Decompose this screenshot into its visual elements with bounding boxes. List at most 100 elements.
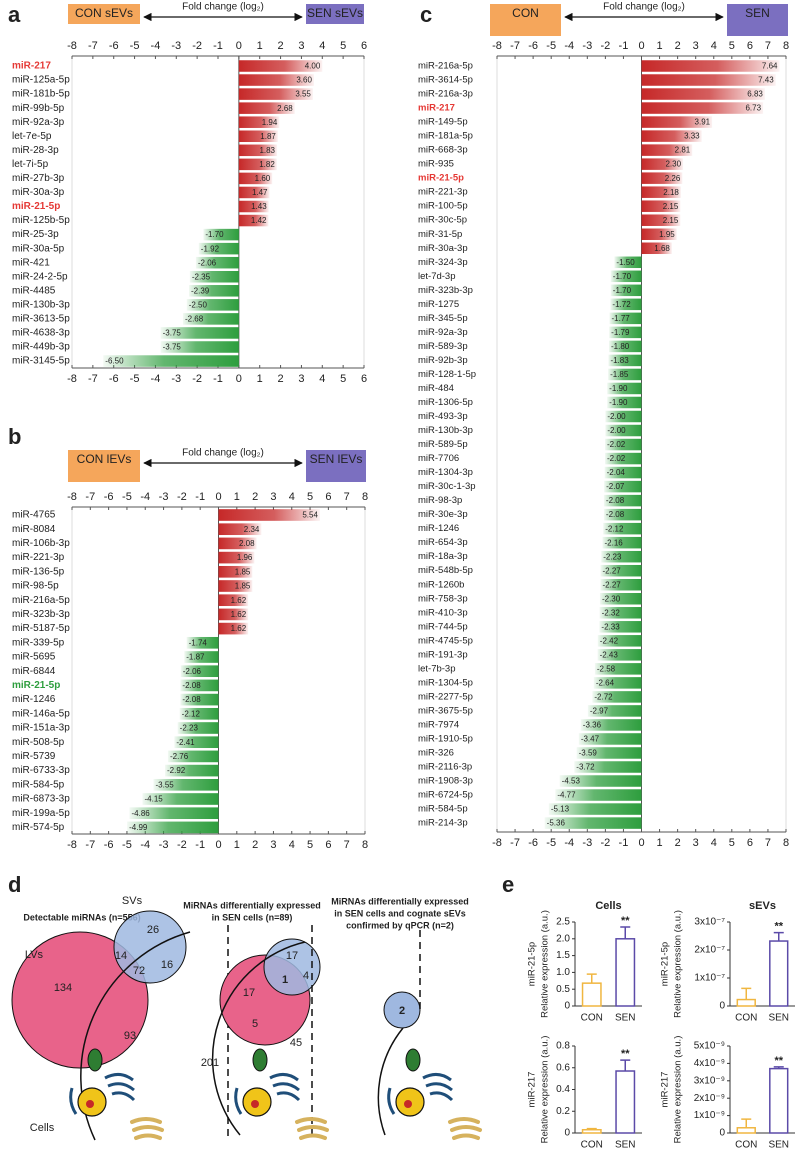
x-tick-label: -8 (67, 839, 77, 851)
category-label: miR-25-3p (12, 229, 59, 240)
value-label: 2.08 (239, 539, 255, 548)
y-tick-label: 0.2 (556, 1106, 570, 1117)
category-label: let-7i-5p (12, 159, 49, 170)
bar (129, 807, 219, 820)
error-bar (773, 1066, 784, 1069)
bar (184, 651, 219, 663)
value-label: 2.34 (244, 525, 260, 534)
header-box (68, 450, 140, 482)
category-label: miR-2277-5p (418, 691, 473, 702)
value-label: -2.42 (600, 636, 619, 645)
x-tick-label: -5 (130, 373, 140, 385)
error-bar (586, 1127, 597, 1130)
bar (238, 74, 314, 86)
category-label: miR-21-5p (12, 201, 60, 212)
x-tick-label: 2 (278, 373, 284, 385)
value-label: -2.23 (603, 552, 622, 561)
section-title: in SEN cells (n=89) (212, 912, 293, 922)
bar (597, 635, 642, 647)
x-tick-label: 2 (252, 491, 258, 503)
bar (238, 158, 277, 171)
y-axis-label: Relative expression (a.u.) (673, 1036, 684, 1144)
cell-outline (377, 1027, 404, 1136)
x-tick-label: -3 (171, 40, 181, 52)
value-label: -2.41 (176, 738, 195, 747)
x-tick-label: -1 (619, 837, 629, 849)
x-tick-label: -7 (85, 491, 95, 503)
category-label: miR-493-3p (418, 411, 468, 422)
category-label: miR-125a-5p (12, 75, 70, 86)
category-label: miR-6844 (12, 666, 56, 677)
bar (238, 60, 323, 72)
value-label: -2.72 (594, 693, 613, 702)
value-label: 2.18 (663, 188, 679, 197)
value-label: -2.33 (601, 622, 620, 631)
bar (769, 1067, 789, 1134)
bar (238, 130, 278, 143)
bar (641, 158, 684, 170)
category-label: miR-92a-3p (418, 327, 468, 338)
x-tick-label: 8 (362, 491, 368, 503)
category-label: miR-7706 (418, 453, 459, 464)
section-title: MiRNAs differentially expressed (331, 896, 469, 906)
category-label: miR-217 (418, 103, 455, 114)
value-label: -5.36 (547, 819, 566, 828)
value-label: -1.90 (609, 398, 628, 407)
x-tick-label: -6 (528, 40, 538, 52)
category-label: miR-421 (12, 257, 50, 268)
value-label: -2.07 (606, 482, 625, 491)
x-tick-label: 4 (319, 40, 325, 52)
category-label: let-7b-3p (418, 663, 456, 674)
section-title: MiRNAs differentially expressed (183, 900, 321, 910)
venn-number: 5 (252, 1018, 258, 1030)
category-label: miR-28-3p (12, 145, 59, 156)
x-tick-label: -4 (151, 40, 161, 52)
category-label: miR-30c-5p (418, 215, 467, 226)
x-tick-label: 3 (298, 40, 304, 52)
value-label: -5.13 (551, 805, 570, 814)
bar (641, 74, 776, 86)
value-label: -2.30 (602, 594, 621, 603)
x-tick-label: 7 (344, 491, 350, 503)
category-label: miR-1260b (418, 579, 464, 590)
x-tick-label: CON (581, 1013, 603, 1024)
bar (142, 793, 219, 805)
x-tick-label: CON (735, 1140, 757, 1151)
significance-label: ** (621, 915, 630, 927)
bar (592, 691, 642, 703)
category-label: miR-654-3p (418, 537, 468, 548)
value-label: 1.62 (231, 624, 247, 633)
x-tick-label: 2 (278, 40, 284, 52)
bar (610, 298, 642, 311)
x-tick-label: 1 (657, 837, 663, 849)
category-label: miR-98-5p (12, 581, 59, 592)
value-label: -2.43 (600, 650, 619, 659)
value-label: -1.77 (612, 314, 631, 323)
error-bar (586, 973, 597, 984)
x-tick-label: 3 (270, 839, 276, 851)
y-axis-label: Relative expression (a.u.) (673, 910, 684, 1018)
category-label: miR-4638-3p (12, 328, 70, 339)
x-tick-label: -1 (213, 40, 223, 52)
y-tick-label: 1x10⁻⁹ (694, 1110, 725, 1121)
value-label: -2.32 (602, 608, 621, 617)
header-right: SEN (745, 6, 770, 20)
x-tick-label: 6 (747, 837, 753, 849)
bar-chart: miR-217 Relative expression (a.u.) 0 1x10⁻⁹… (660, 1036, 795, 1151)
value-label: 2.26 (665, 174, 681, 183)
category-label: miR-24-2-5p (12, 271, 68, 282)
x-tick-label: 8 (783, 837, 789, 849)
significance-label: ** (774, 1055, 783, 1067)
value-label: -2.02 (607, 454, 626, 463)
x-tick-label: -6 (104, 839, 114, 851)
category-label: miR-3614-5p (418, 75, 473, 86)
bar (182, 313, 239, 325)
venn-number: 4 (303, 970, 309, 982)
value-label: -1.87 (186, 653, 205, 662)
x-tick-label: 1 (234, 839, 240, 851)
value-label: 1.47 (252, 188, 268, 197)
value-label: -2.08 (182, 681, 201, 690)
value-label: 2.15 (663, 202, 679, 211)
y-axis-label: miR-217 (527, 1072, 538, 1108)
venn-number: 16 (161, 959, 173, 971)
